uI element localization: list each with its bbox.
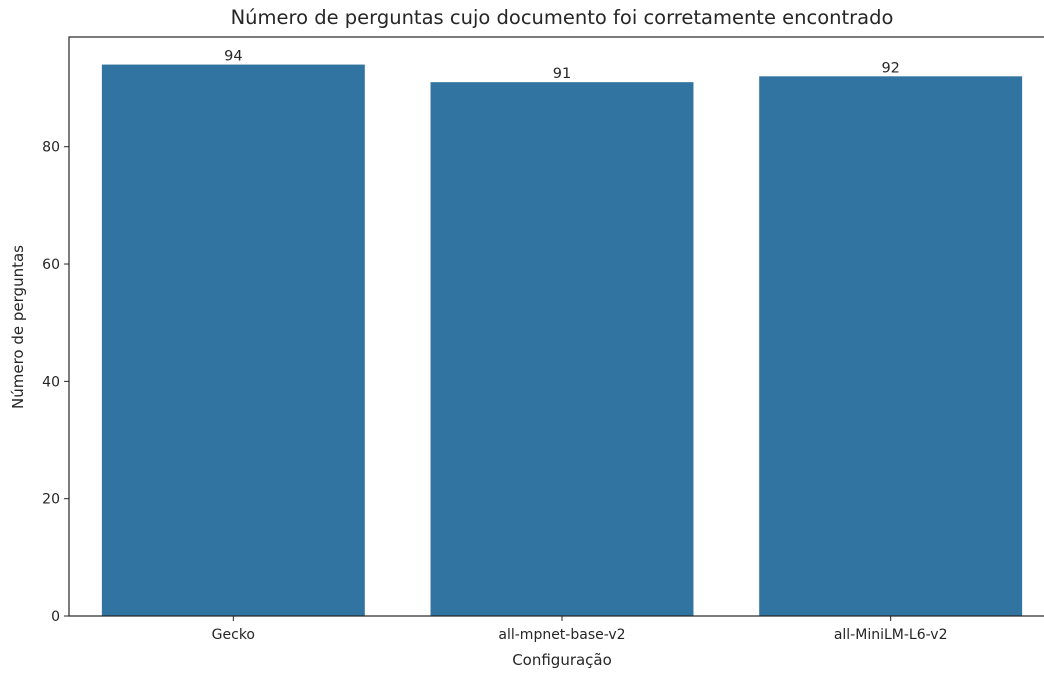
y-tick-label: 80 (42, 140, 60, 156)
x-tick-label: all-MiniLM-L6-v2 (834, 627, 948, 643)
x-axis: Gecko all-mpnet-base-v2 all-MiniLM-L6-v2 (212, 616, 948, 643)
data-label-Gecko: 94 (224, 49, 242, 65)
y-tick-label: 20 (42, 492, 60, 508)
bars-group (101, 64, 1023, 617)
y-axis-label: Número de perguntas (9, 245, 27, 409)
bar-all-MiniLM-L6-v2 (759, 76, 1023, 616)
data-label-all-MiniLM-L6-v2: 92 (881, 60, 899, 76)
x-axis-label: Configuração (512, 651, 612, 669)
chart-title: Número de perguntas cujo documento foi c… (231, 6, 894, 29)
bar-Gecko (101, 64, 365, 617)
data-labels-group: 94 91 92 (224, 49, 900, 83)
data-label-all-mpnet-base-v2: 91 (553, 66, 571, 82)
y-tick-label: 40 (42, 374, 60, 390)
x-tick-label: Gecko (212, 627, 255, 643)
y-axis: 0 20 40 60 80 (42, 140, 69, 625)
y-tick-label: 0 (51, 609, 60, 625)
x-tick-label: all-mpnet-base-v2 (498, 627, 625, 643)
y-tick-label: 60 (42, 257, 60, 273)
bar-all-mpnet-base-v2 (430, 82, 694, 616)
